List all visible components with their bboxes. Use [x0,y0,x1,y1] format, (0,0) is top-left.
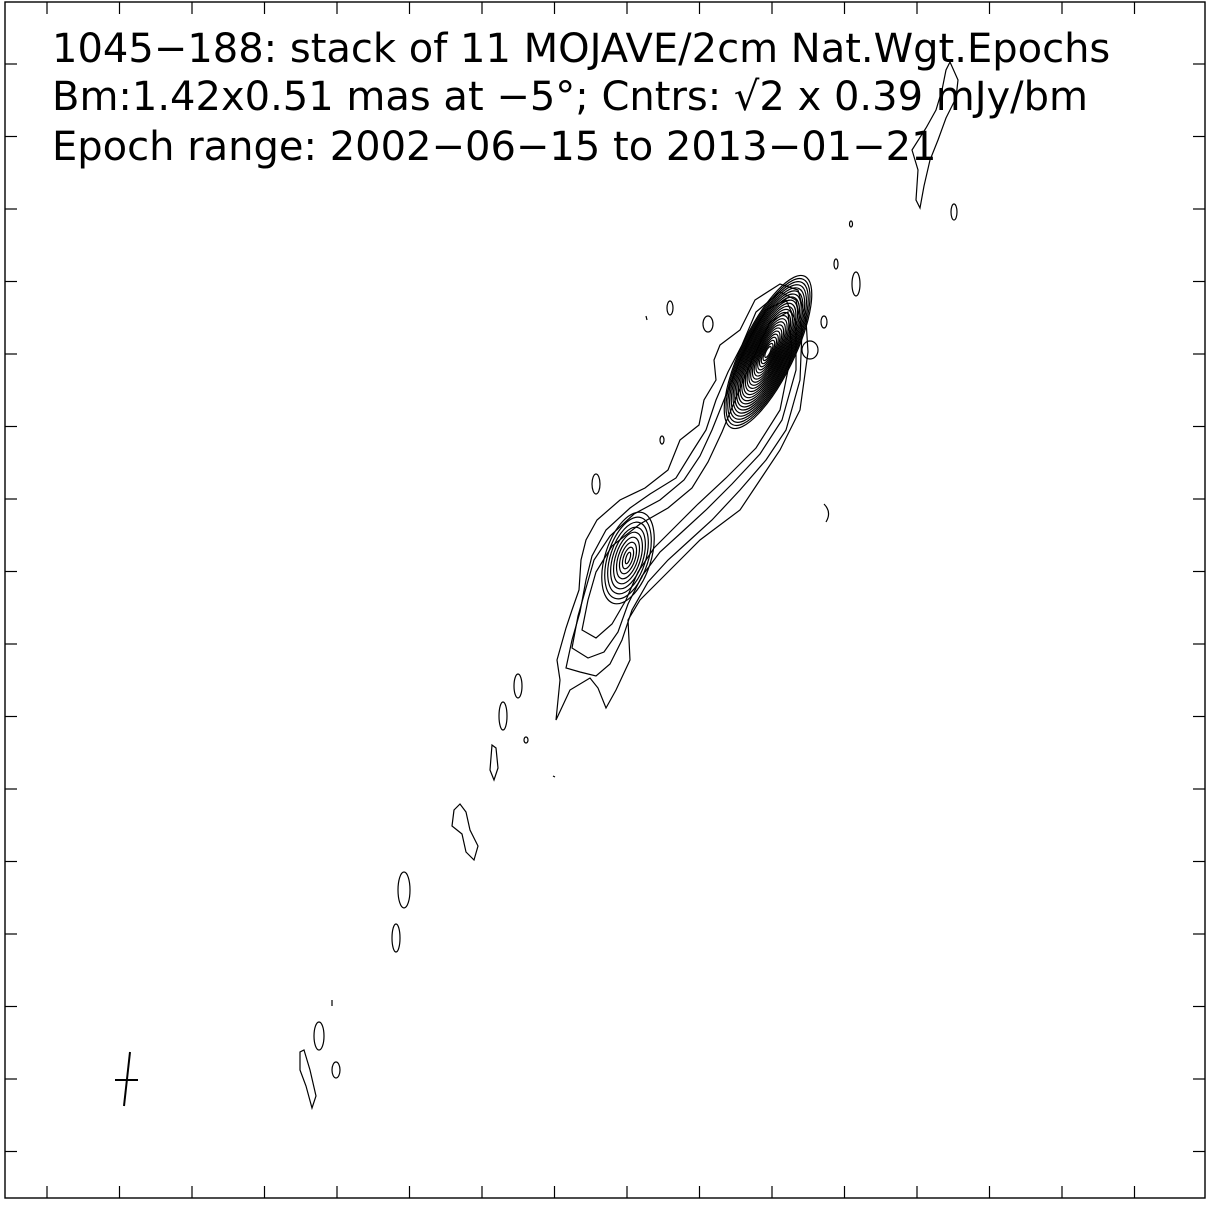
core-ring [743,308,793,396]
core-ring [727,281,809,423]
core-ring [732,290,804,414]
core-ring [760,339,776,365]
knot-ring [621,546,635,570]
blob [313,1021,325,1051]
core-ring [764,345,772,359]
knot-ring [612,531,644,585]
title-line-2: Bm:1.42x0.51 mas at −5°; Cntrs: √2 x 0.3… [52,74,1088,120]
knot-ring [607,521,649,595]
jet-envelope-4 [581,311,793,639]
knot-contours [601,511,655,605]
blob [591,473,601,495]
blob [833,258,839,270]
blob [451,803,479,862]
plot-frame [4,1,1206,1199]
blob [820,315,828,329]
core-ring [762,342,774,362]
blob [552,775,556,778]
blob [645,315,648,321]
knot-ring [618,541,638,575]
core-ring [755,330,781,374]
blob [666,300,674,316]
jet-contours [299,60,959,1111]
blob [299,1049,317,1111]
title-line-1: 1045−188: stack of 11 MOJAVE/2cm Nat.Wgt… [52,26,1110,72]
blob [702,315,714,333]
core-ring [734,293,802,411]
blob [801,340,819,360]
core-ring [739,302,797,402]
knot-ring [610,526,646,590]
blob [331,1061,341,1079]
blob [950,203,958,221]
blob [391,923,401,953]
blob [848,220,854,228]
knot-ring [624,551,632,565]
title-line-3: Epoch range: 2002−06−15 to 2013−01−21 [52,124,937,170]
blob [851,271,861,297]
blob [489,743,499,782]
axis-ticks [5,2,1205,1198]
core-ring [725,277,811,427]
jet-envelope-outer [555,283,809,721]
core-ring [757,333,779,371]
core-ring [751,324,785,380]
blob [659,435,665,445]
knot-ring [615,536,641,580]
core-ring [737,299,799,405]
blob [397,871,411,909]
blob [513,673,523,699]
core-ring [735,296,801,408]
beam-cross [115,1051,138,1107]
core-ring [750,321,786,383]
core-ring [741,305,795,399]
core-ring [758,336,778,368]
blob [523,736,529,744]
core-ring [746,315,790,389]
blob [911,60,959,210]
jet-envelope-3 [571,299,797,659]
core-ring [728,284,808,420]
core-ring [753,327,783,377]
jet-envelope-2 [565,291,803,677]
blob [823,503,830,523]
blob [498,701,508,731]
